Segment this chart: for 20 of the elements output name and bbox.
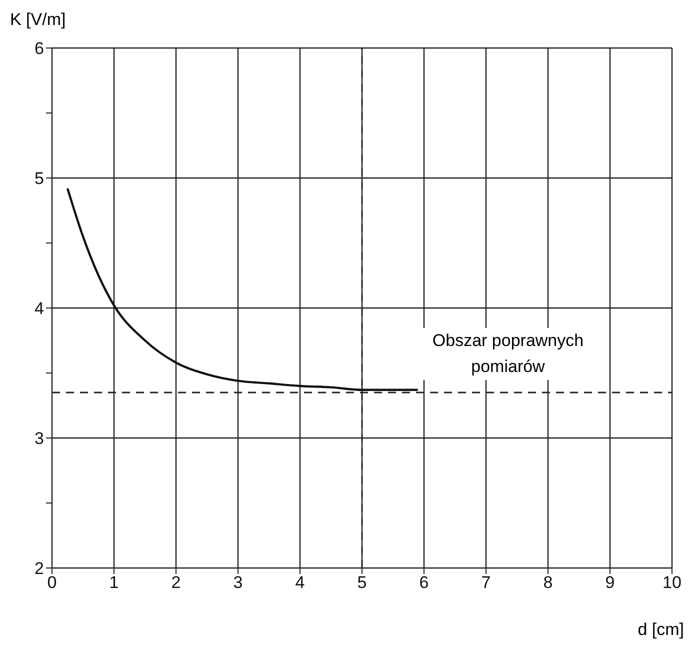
y-tick-label: 3	[34, 429, 44, 448]
y-tick-label: 5	[34, 169, 44, 188]
annotation: Obszar poprawnych pomiarów	[408, 328, 608, 380]
y-tick-label: 4	[34, 299, 44, 318]
x-tick-label: 5	[357, 573, 367, 592]
x-tick-label: 7	[481, 573, 491, 592]
line-series	[66, 187, 419, 391]
y-tick-label: 6	[34, 39, 44, 58]
y-axis-title: K [V/m]	[10, 10, 66, 30]
x-tick-label: 9	[605, 573, 615, 592]
x-axis-title: d [cm]	[638, 620, 684, 640]
x-tick-label: 4	[295, 573, 305, 592]
x-tick-label: 8	[543, 573, 553, 592]
x-tick-label: 1	[109, 573, 119, 592]
x-tick-label: 10	[662, 573, 682, 592]
x-tick-label: 2	[171, 573, 181, 592]
x-tick-label: 0	[47, 573, 57, 592]
x-tick-label: 3	[233, 573, 243, 592]
y-tick-label: 2	[34, 559, 44, 578]
x-tick-label: 6	[419, 573, 429, 592]
